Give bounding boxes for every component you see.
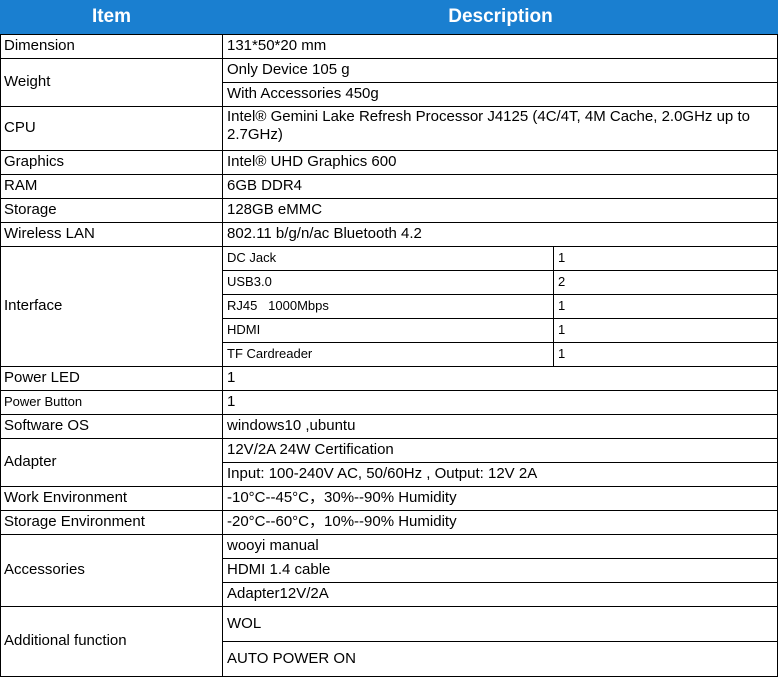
label-software-os: Software OS: [4, 417, 90, 434]
label-storage-environment: Storage Environment: [4, 513, 145, 530]
grid-h: [0, 414, 778, 415]
interface-name-rj45: RJ45 1000Mbps: [227, 298, 329, 313]
interface-name-tf: TF Cardreader: [227, 346, 313, 361]
grid-h: [0, 246, 778, 247]
value-weight-device: Only Device 105 g: [227, 61, 350, 78]
value-additional-auto-power: AUTO POWER ON: [227, 649, 356, 667]
label-work-environment: Work Environment: [4, 489, 128, 506]
grid-h: [0, 34, 778, 35]
grid-h: [0, 106, 778, 107]
value-power-button: 1: [227, 393, 236, 410]
interface-name-hdmi: HDMI: [227, 322, 261, 337]
value-storage-environment: -20°C--60°C，10%--90% Humidity: [227, 513, 457, 530]
grid-h: [223, 342, 778, 343]
label-power-button: Power Button: [4, 394, 83, 409]
value-storage: 128GB eMMC: [227, 201, 323, 218]
grid-v-mid: [222, 34, 223, 677]
value-adapter-certification: 12V/2A 24W Certification: [227, 441, 394, 458]
interface-name-usb: USB3.0: [227, 274, 272, 289]
value-adapter-input: Input: 100-240V AC, 50/60Hz , Output: 12…: [227, 465, 538, 482]
value-graphics: Intel® UHD Graphics 600: [227, 153, 397, 170]
label-wireless-lan: Wireless LAN: [4, 225, 95, 242]
interface-count-dc-jack: 1: [558, 250, 566, 265]
value-cpu: Intel® Gemini Lake Refresh Processor J41…: [227, 108, 750, 143]
interface-name-dc-jack: DC Jack: [227, 250, 277, 265]
grid-h: [0, 222, 778, 223]
grid-h: [0, 366, 778, 367]
grid-h: [223, 582, 778, 583]
label-accessories: Accessories: [4, 561, 85, 578]
value-wireless-lan: 802.11 b/g/n/ac Bluetooth 4.2: [227, 225, 422, 242]
interface-count-hdmi: 1: [558, 322, 566, 337]
grid-h: [0, 174, 778, 175]
grid-v-left: [0, 34, 1, 677]
interface-count-rj45: 1: [558, 298, 566, 313]
value-work-environment: -10°C--45°C，30%--90% Humidity: [227, 489, 457, 506]
grid-v-interface: [553, 246, 554, 366]
grid-h: [0, 510, 778, 511]
label-cpu: CPU: [4, 119, 36, 136]
grid-h: [0, 606, 778, 607]
label-adapter: Adapter: [4, 453, 57, 470]
grid-h: [223, 82, 778, 83]
grid-h: [223, 558, 778, 559]
label-storage: Storage: [4, 201, 57, 218]
grid-h: [0, 390, 778, 391]
label-graphics: Graphics: [4, 153, 65, 170]
grid-h: [0, 58, 778, 59]
value-accessories-hdmi: HDMI 1.4 cable: [227, 561, 331, 578]
value-accessories-manual: wooyi manual: [227, 537, 319, 554]
value-power-led: 1: [227, 369, 236, 386]
label-interface: Interface: [4, 297, 63, 314]
value-additional-wol: WOL: [227, 614, 262, 632]
value-accessories-adapter: Adapter12V/2A: [227, 585, 329, 602]
label-power-led: Power LED: [4, 369, 80, 386]
grid-h: [223, 318, 778, 319]
grid-h: [0, 486, 778, 487]
interface-count-usb: 2: [558, 274, 566, 289]
value-dimension: 131*50*20 mm: [227, 37, 327, 54]
grid-h: [0, 198, 778, 199]
grid-h: [0, 438, 778, 439]
header-description: Description: [223, 0, 778, 34]
label-ram: RAM: [4, 177, 38, 194]
grid-h: [0, 150, 778, 151]
grid-h: [223, 270, 778, 271]
value-weight-accessories: With Accessories 450g: [227, 85, 379, 102]
grid-h: [0, 534, 778, 535]
grid-h: [223, 641, 778, 642]
label-weight: Weight: [4, 73, 51, 90]
header-item: Item: [0, 0, 223, 34]
interface-count-tf: 1: [558, 346, 566, 361]
grid-h: [223, 462, 778, 463]
label-additional-function: Additional function: [4, 632, 127, 649]
label-dimension: Dimension: [4, 37, 75, 54]
value-software-os: windows10 ,ubuntu: [227, 417, 356, 434]
value-ram: 6GB DDR4: [227, 177, 303, 194]
grid-h: [223, 294, 778, 295]
